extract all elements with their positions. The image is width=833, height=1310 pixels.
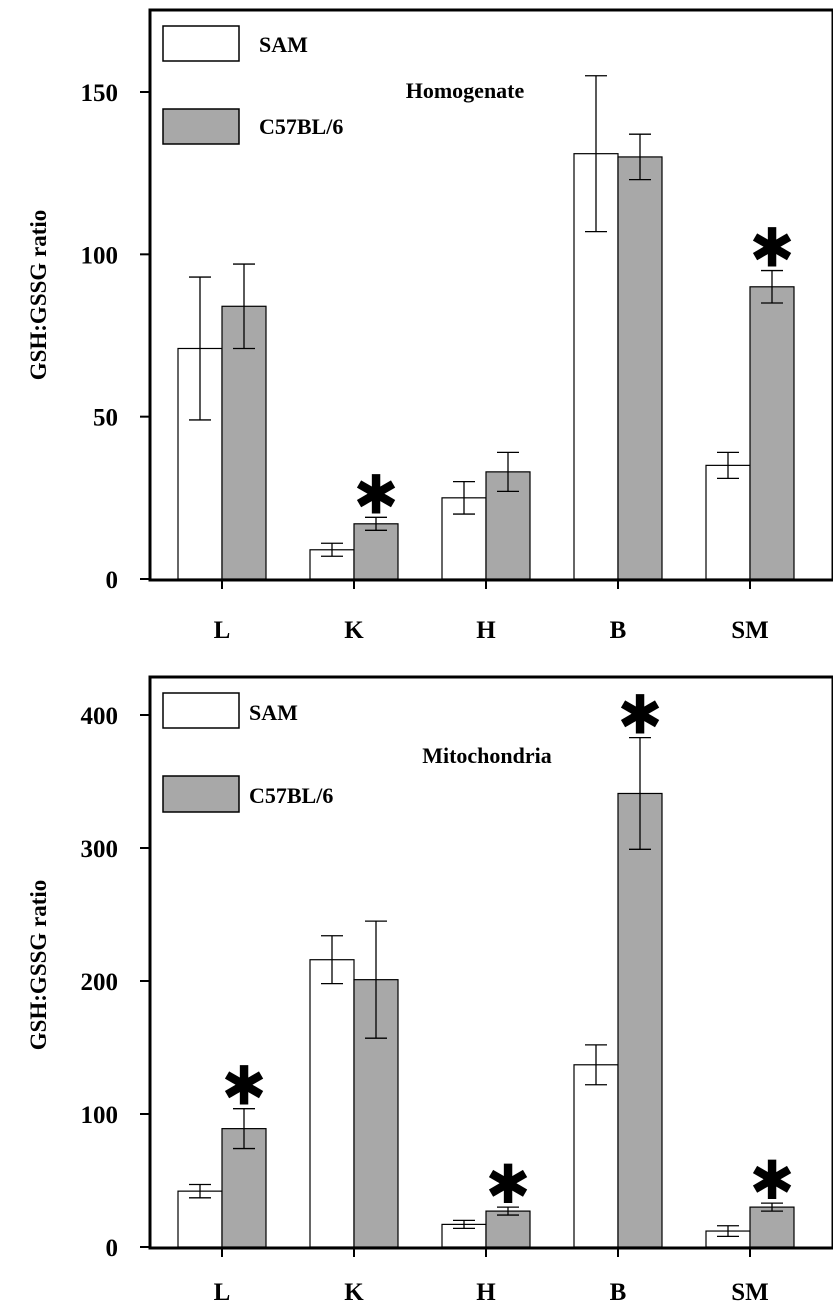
category-label: B [610, 617, 627, 644]
y-tick-label: 100 [81, 1102, 119, 1129]
y-tick-label: 50 [93, 405, 118, 432]
legend-label-sam: SAM [249, 700, 298, 725]
mitochondria-panel: Mitochondria GSH:GSSG ratio SAM C57BL/6 … [26, 675, 833, 1306]
plot-frame [148, 675, 833, 1250]
x-axis-categories: L K H B SM [214, 1247, 769, 1306]
significance-asterisk: ✱ [749, 1149, 794, 1212]
bar-sam [705, 464, 751, 580]
bars: ✱ ✱ ✱ ✱ [177, 684, 795, 1248]
legend-swatch-sam [162, 25, 240, 62]
category-label: K [344, 1279, 364, 1306]
x-axis-categories: L K H B SM [214, 579, 769, 644]
significance-asterisk: ✱ [353, 463, 398, 526]
bar-c57bl6 [485, 1210, 531, 1248]
y-tick-label: 0 [106, 1235, 119, 1262]
bar-c57bl6 [749, 1206, 795, 1248]
significance-asterisk: ✱ [617, 684, 662, 747]
category-label: SM [731, 617, 769, 644]
category-label: SM [731, 1279, 769, 1306]
bar-c57bl6 [353, 523, 399, 580]
legend-swatch-c57bl6 [162, 108, 240, 145]
category-label: H [476, 617, 496, 644]
category-label: K [344, 617, 364, 644]
panel-title: Mitochondria [422, 743, 552, 768]
category-label: B [610, 1279, 627, 1306]
bar-sam [309, 959, 355, 1248]
category-label: H [476, 1279, 496, 1306]
legend: SAM C57BL/6 [162, 692, 333, 813]
bar-c57bl6 [617, 156, 663, 580]
significance-asterisk: ✱ [485, 1153, 530, 1216]
y-tick-label: 0 [106, 567, 119, 594]
bar-c57bl6 [485, 471, 531, 580]
legend-label-c57bl6: C57BL/6 [249, 783, 333, 808]
y-tick-label: 150 [81, 80, 119, 107]
bar-c57bl6 [617, 792, 663, 1248]
y-axis-ticks: 0 50 100 150 [81, 80, 150, 594]
y-tick-label: 400 [81, 703, 119, 730]
bar-sam [573, 1064, 619, 1248]
panel-title: Homogenate [406, 78, 525, 103]
significance-asterisk: ✱ [221, 1055, 266, 1118]
bar-c57bl6 [221, 305, 267, 580]
legend-swatch-c57bl6 [162, 775, 240, 813]
y-axis-label: GSH:GSSG ratio [26, 880, 51, 1051]
legend-label-c57bl6: C57BL/6 [259, 114, 343, 139]
bar-sam [177, 1190, 223, 1248]
significance-asterisk: ✱ [749, 217, 794, 280]
category-label: L [214, 617, 231, 644]
y-tick-label: 100 [81, 242, 119, 269]
legend: SAM C57BL/6 [162, 25, 343, 145]
category-label: L [214, 1279, 231, 1306]
y-tick-label: 300 [81, 836, 119, 863]
bars: ✱✱ [177, 75, 795, 580]
homogenate-panel: Homogenate GSH:GSSG ratio SAM C57BL/6 0 5… [26, 8, 833, 644]
legend-swatch-sam [162, 692, 240, 729]
y-axis-label: GSH:GSSG ratio [26, 210, 51, 381]
bar-c57bl6 [749, 286, 795, 580]
y-tick-label: 200 [81, 969, 119, 996]
legend-label-sam: SAM [259, 32, 308, 57]
y-axis-ticks: 0 100 200 300 400 [81, 703, 150, 1262]
plot-frame [148, 8, 833, 582]
